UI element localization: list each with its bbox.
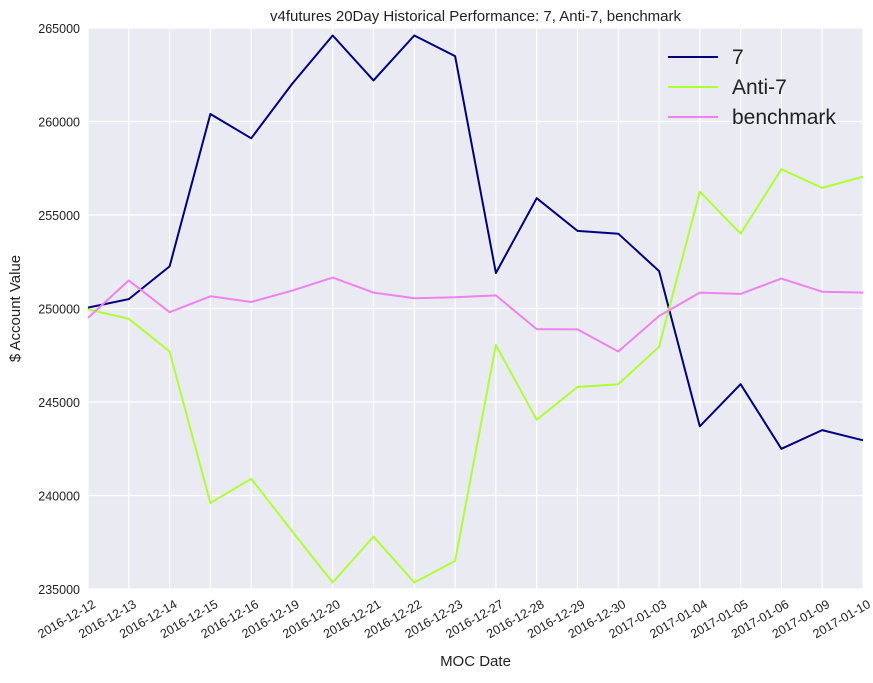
legend-label: Anti-7	[732, 76, 787, 99]
series-lines	[87, 34, 864, 584]
legend-label: 7	[732, 46, 744, 69]
series-line-7	[87, 34, 864, 450]
grid-lines	[87, 27, 864, 590]
legend-label: benchmark	[732, 106, 836, 129]
y-tick-label: 245000	[38, 396, 80, 410]
legend: 7 Anti-7 benchmark	[668, 46, 836, 129]
y-tick-label: 250000	[38, 303, 80, 317]
y-axis-ticks: 235000 240000 245000 250000 255000 260000 2650…	[38, 22, 80, 597]
chart-title: v4futures 20Day Historical Performance: …	[270, 8, 682, 25]
x-axis-ticks: 2016-12-122016-12-132016-12-142016-12-15…	[36, 597, 873, 641]
x-axis-label: MOC Date	[440, 653, 511, 670]
series-line-benchmark	[87, 276, 864, 353]
series-line-anti-7	[87, 168, 864, 584]
y-tick-label: 240000	[38, 490, 80, 504]
y-axis-label: $ Account Value	[7, 255, 24, 362]
y-tick-label: 255000	[38, 209, 80, 223]
y-tick-label: 265000	[38, 22, 80, 36]
y-tick-label: 235000	[38, 583, 80, 597]
y-tick-label: 260000	[38, 116, 80, 130]
